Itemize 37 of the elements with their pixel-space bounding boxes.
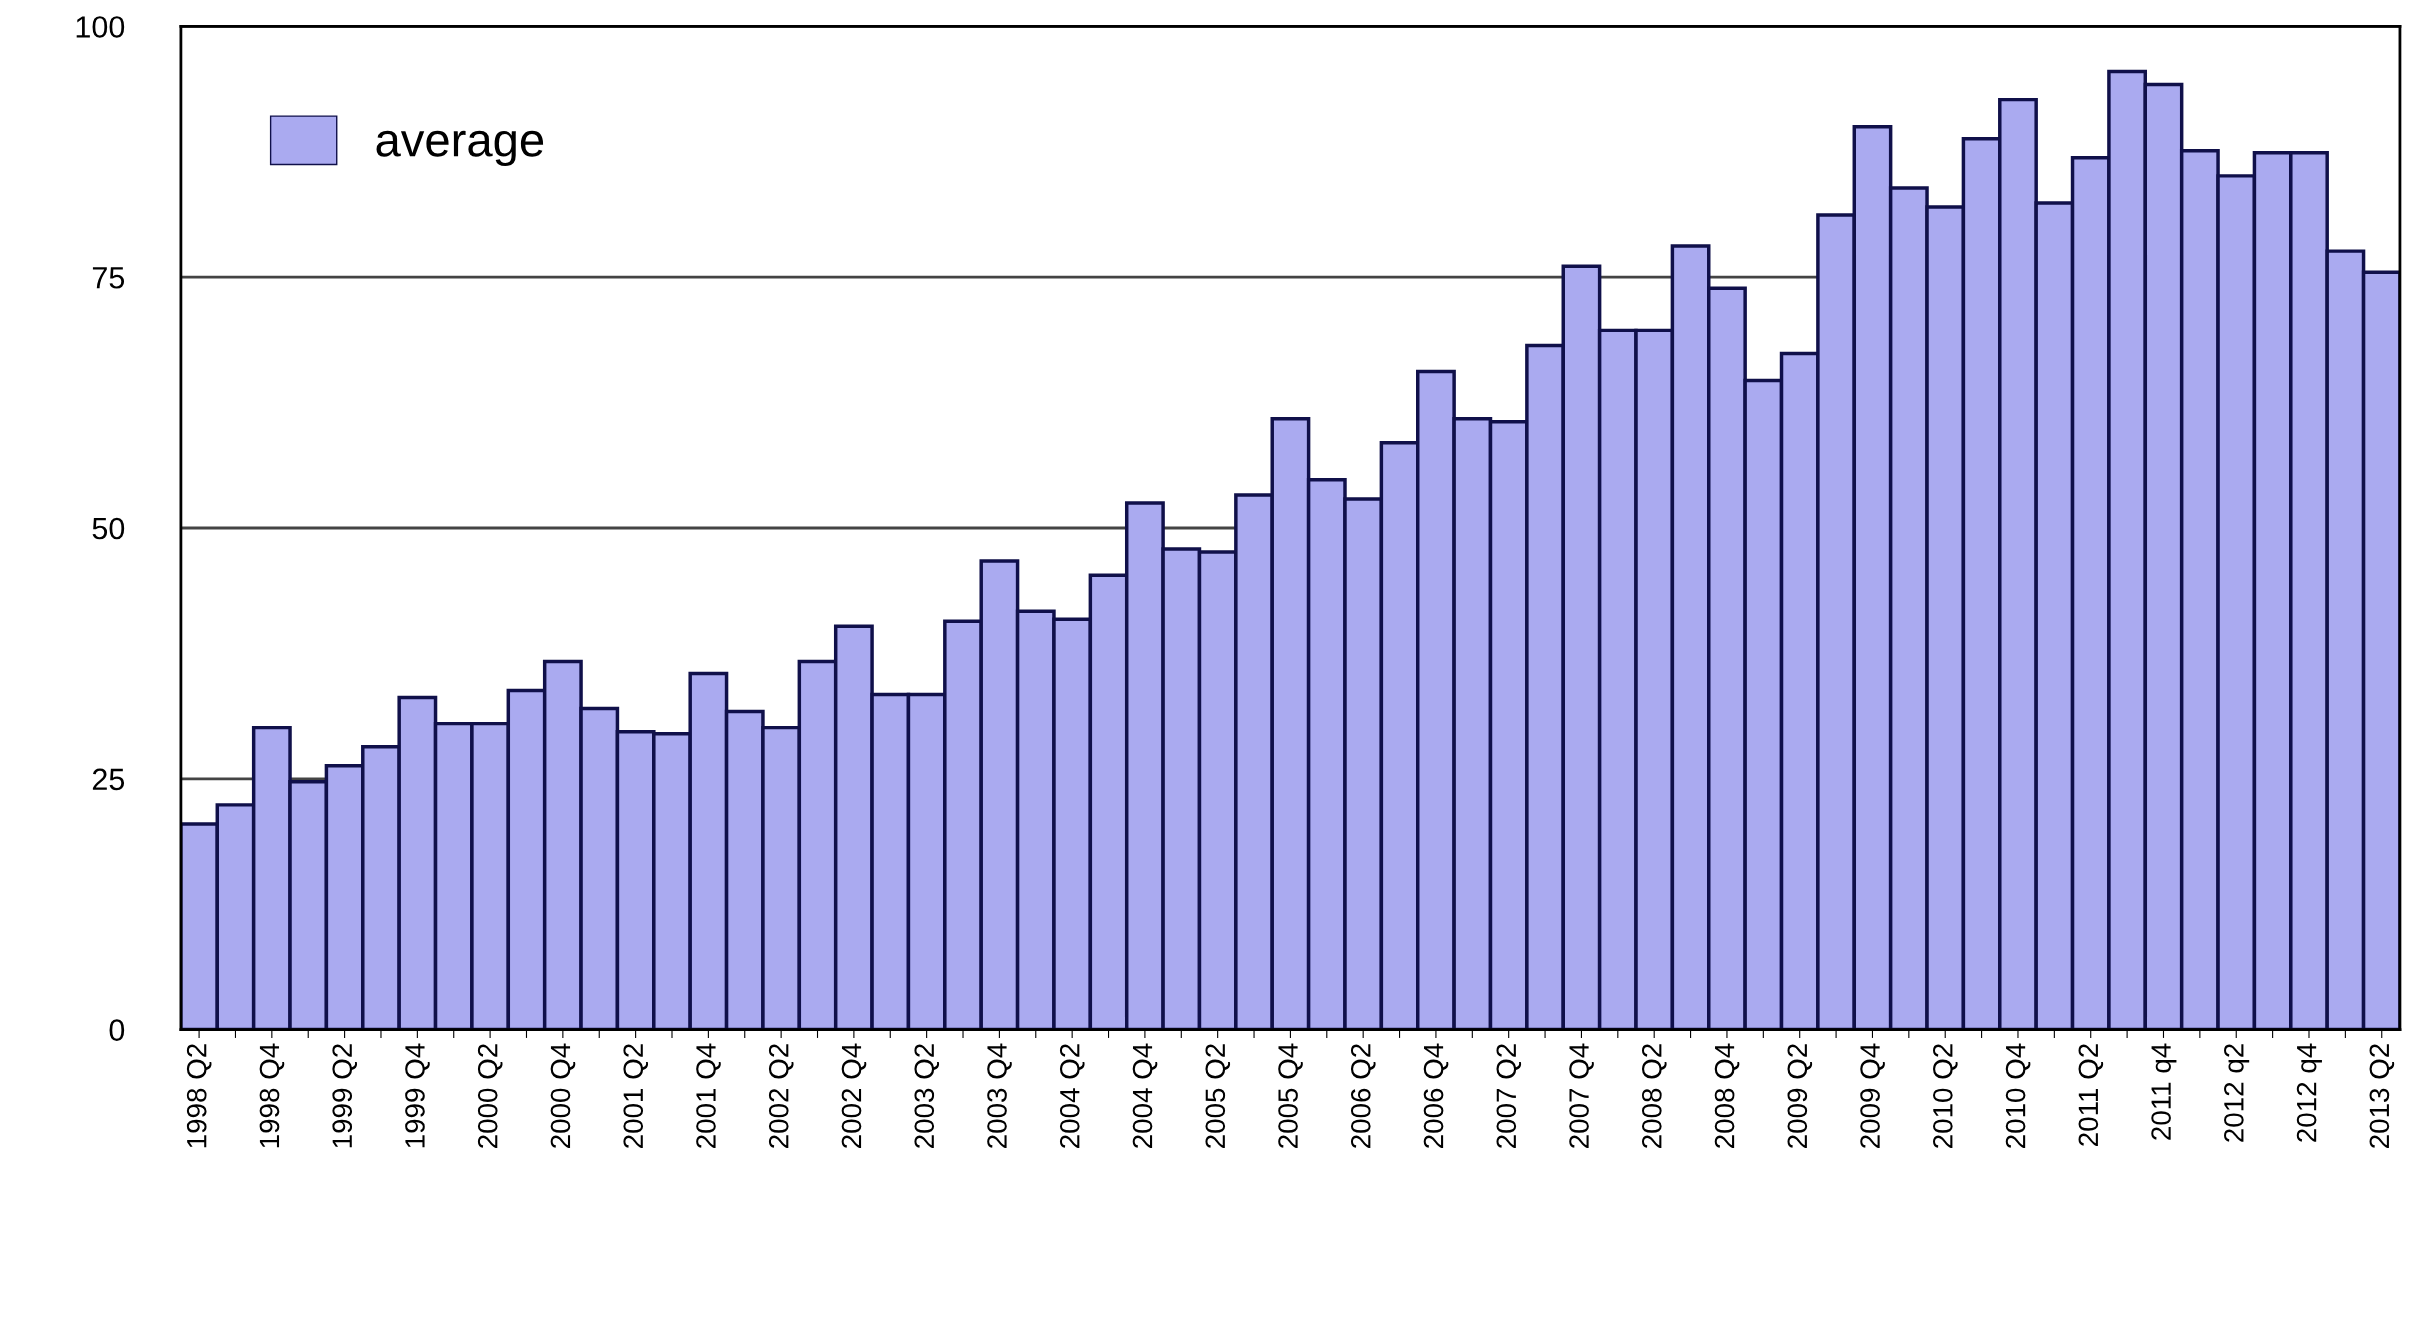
x-tick-label: 2012 q2 <box>2224 1044 2250 1142</box>
x-tick-label: 2008 Q2 <box>1641 1044 1667 1148</box>
x-tick-label: 2011 q4 <box>2151 1043 2177 1140</box>
x-tick-label: 1998 Q2 <box>186 1044 212 1148</box>
y-tick-label: 50 <box>92 517 125 540</box>
legend-label: average <box>376 130 544 167</box>
x-tick-label: 2006 Q4 <box>1423 1043 1449 1148</box>
x-tick-label: 2009 Q2 <box>1787 1044 1813 1148</box>
x-tick-label: 1999 Q2 <box>332 1044 358 1148</box>
x-tick-label: 2012 q4 <box>2296 1043 2322 1142</box>
x-tick-label: 2013 Q2 <box>2369 1044 2395 1148</box>
x-tick-label: 2001 Q2 <box>623 1044 649 1148</box>
x-tick-label: 2005 Q2 <box>1205 1044 1231 1148</box>
x-tick-label: 2011 Q2 <box>2078 1044 2104 1146</box>
y-tick-label: 25 <box>92 768 125 791</box>
x-tick-label: 2005 Q4 <box>1278 1043 1303 1148</box>
x-tick-label: 2000 Q2 <box>477 1044 503 1148</box>
x-tick-label: 2002 Q2 <box>768 1044 794 1148</box>
x-tick-label: 2002 Q4 <box>841 1043 867 1148</box>
x-tick-label: 2004 Q2 <box>1059 1044 1085 1148</box>
y-tick-label: 100 <box>76 16 125 38</box>
y-tick-label: 0 <box>109 1019 125 1041</box>
x-tick-label: 2010 Q2 <box>1933 1044 1958 1148</box>
y-tick-label: 75 <box>92 267 125 289</box>
x-tick-label: 2001 Q4 <box>696 1043 721 1148</box>
x-tick-label: 2000 Q4 <box>550 1043 576 1148</box>
x-tick-label: 1998 Q4 <box>259 1043 285 1148</box>
x-tick-label: 2010 Q4 <box>2005 1043 2031 1148</box>
x-tick-label: 2007 Q4 <box>1569 1043 1594 1148</box>
x-tick-label: 2003 Q2 <box>914 1044 940 1148</box>
x-tick-label: 2003 Q4 <box>987 1043 1012 1148</box>
x-tick-label: 2004 Q4 <box>1132 1043 1158 1148</box>
x-tick-label: 2009 Q4 <box>1860 1043 1885 1148</box>
x-tick-label: 2007 Q2 <box>1496 1044 1522 1148</box>
x-tick-label: 1999 Q4 <box>405 1043 430 1148</box>
x-tick-label: 2006 Q2 <box>1350 1044 1376 1148</box>
x-tick-label: 2008 Q4 <box>1714 1043 1740 1148</box>
